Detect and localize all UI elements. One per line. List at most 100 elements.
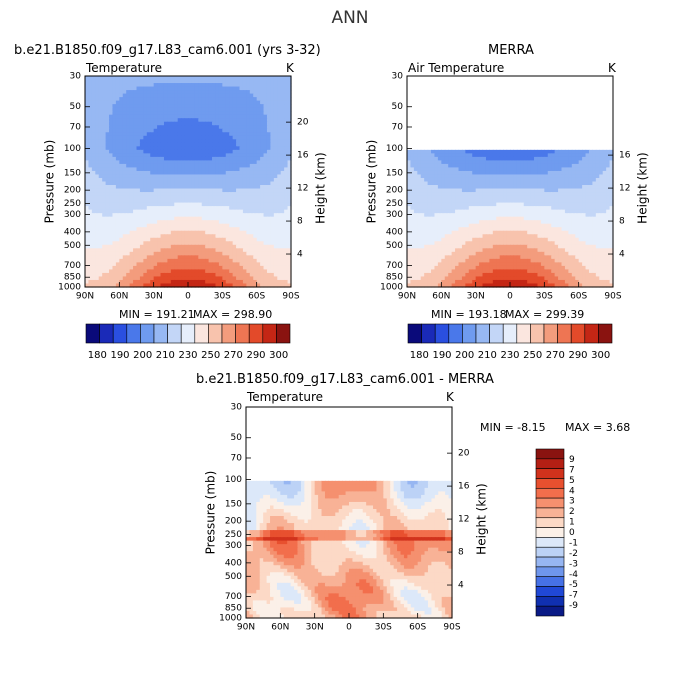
plot1-cell [112,216,117,221]
plot1-cell [102,97,107,102]
plot2-cell [568,202,573,207]
plot2-cell [496,153,501,158]
plot1-cell [208,149,213,154]
plot1-cell [253,283,258,288]
plot1-cell [85,181,90,186]
plot1-cell [198,156,203,161]
plot1-cell [133,216,138,221]
plot1-cell [153,251,158,256]
plot1-cell [198,174,203,179]
plot1-cell [263,128,268,133]
plot1-cell [287,272,292,278]
plot1-cell [232,132,237,137]
plot1-cell [95,276,100,281]
plot1-cell [218,223,223,228]
plot1-cell [188,202,193,207]
plot2-cell [410,213,415,218]
plot1-cell [232,272,237,278]
plot1-cell [208,114,213,119]
plot1-cell [139,188,144,193]
plot1-cell [284,181,289,186]
plot1-cell [98,248,103,253]
plot1-cell [284,142,289,147]
plot2-cell [547,170,552,176]
plot1-cell [205,213,210,218]
plot1-cell [284,279,289,285]
plot1-cell [263,174,268,179]
plot2-cell [444,209,449,214]
plot1-cell [146,251,151,256]
plot2-cell [451,223,456,228]
plot2-cell [427,199,432,204]
plot1-cell [119,237,124,242]
plot1-cell [287,100,292,105]
plot1-cell [273,251,278,256]
plot1-cell [102,174,107,179]
plot1-cell [256,135,261,140]
plot2-cell [499,202,504,207]
plot1-cell [201,251,206,256]
plot1-cell [98,142,103,147]
plot1-cell [174,128,179,133]
plot2-cell [472,160,477,165]
plot1-cell [139,114,144,119]
plot1-cell [181,188,186,193]
plot1-cell [112,223,117,228]
plot1-cell [239,244,244,249]
plot2-cell [455,156,460,161]
plot1-cell [95,216,100,221]
plot1-cell [287,93,292,98]
plot1-cell [208,125,213,130]
plot2-cell [571,192,576,197]
plot1-cell [170,209,175,214]
plot2-cell [475,170,480,176]
plot2-cell [561,216,566,221]
plot1-cell [170,177,175,183]
plot1-cell [198,279,203,285]
plot2-cell [588,177,593,183]
plot1-ytick-label: 70 [70,122,82,132]
plot2-cell [455,167,460,172]
plot1-cell [273,223,278,228]
plot1-cell [225,251,230,256]
plot1-cell [253,139,258,144]
plot1-cell [157,220,162,225]
plot2-cell [503,185,508,190]
plot1-cell [212,244,217,249]
plot2-cell [568,188,573,193]
plot1-cell [160,104,165,109]
plot1-cell [266,192,271,197]
plot2-cell [544,149,549,154]
plot2-cell [561,220,566,225]
plot1-cell [184,142,189,147]
plot2-cell [496,202,501,207]
plot1-cell [174,216,179,221]
plot1-cell [160,79,165,84]
plot1-cell [270,93,275,98]
plot1-cell [249,227,254,232]
plot1-cell [239,132,244,137]
plot1-cell [284,170,289,176]
plot1-cell [167,192,172,197]
plot2-cell [441,185,446,190]
plot1-cell [205,139,210,144]
plot1-cell [280,213,285,218]
plot2-cell [534,195,539,200]
plot2-cell [461,192,466,197]
plot1-cell [215,139,220,144]
plot1-cell [249,195,254,200]
plot1-cell [212,272,217,278]
plot1-cell [167,223,172,228]
plot1-cell [249,213,254,218]
plot1-cell [277,167,282,172]
plot1-cell [229,149,234,154]
plot1-cell [236,209,241,214]
plot2-cell [472,195,477,200]
plot2-cell [588,192,593,197]
plot1-cell [126,241,131,246]
plot2-cell [424,153,429,158]
plot1-cell [236,251,241,256]
plot1-cell [153,181,158,186]
plot2-cell [571,185,576,190]
plot1-cell [174,237,179,242]
